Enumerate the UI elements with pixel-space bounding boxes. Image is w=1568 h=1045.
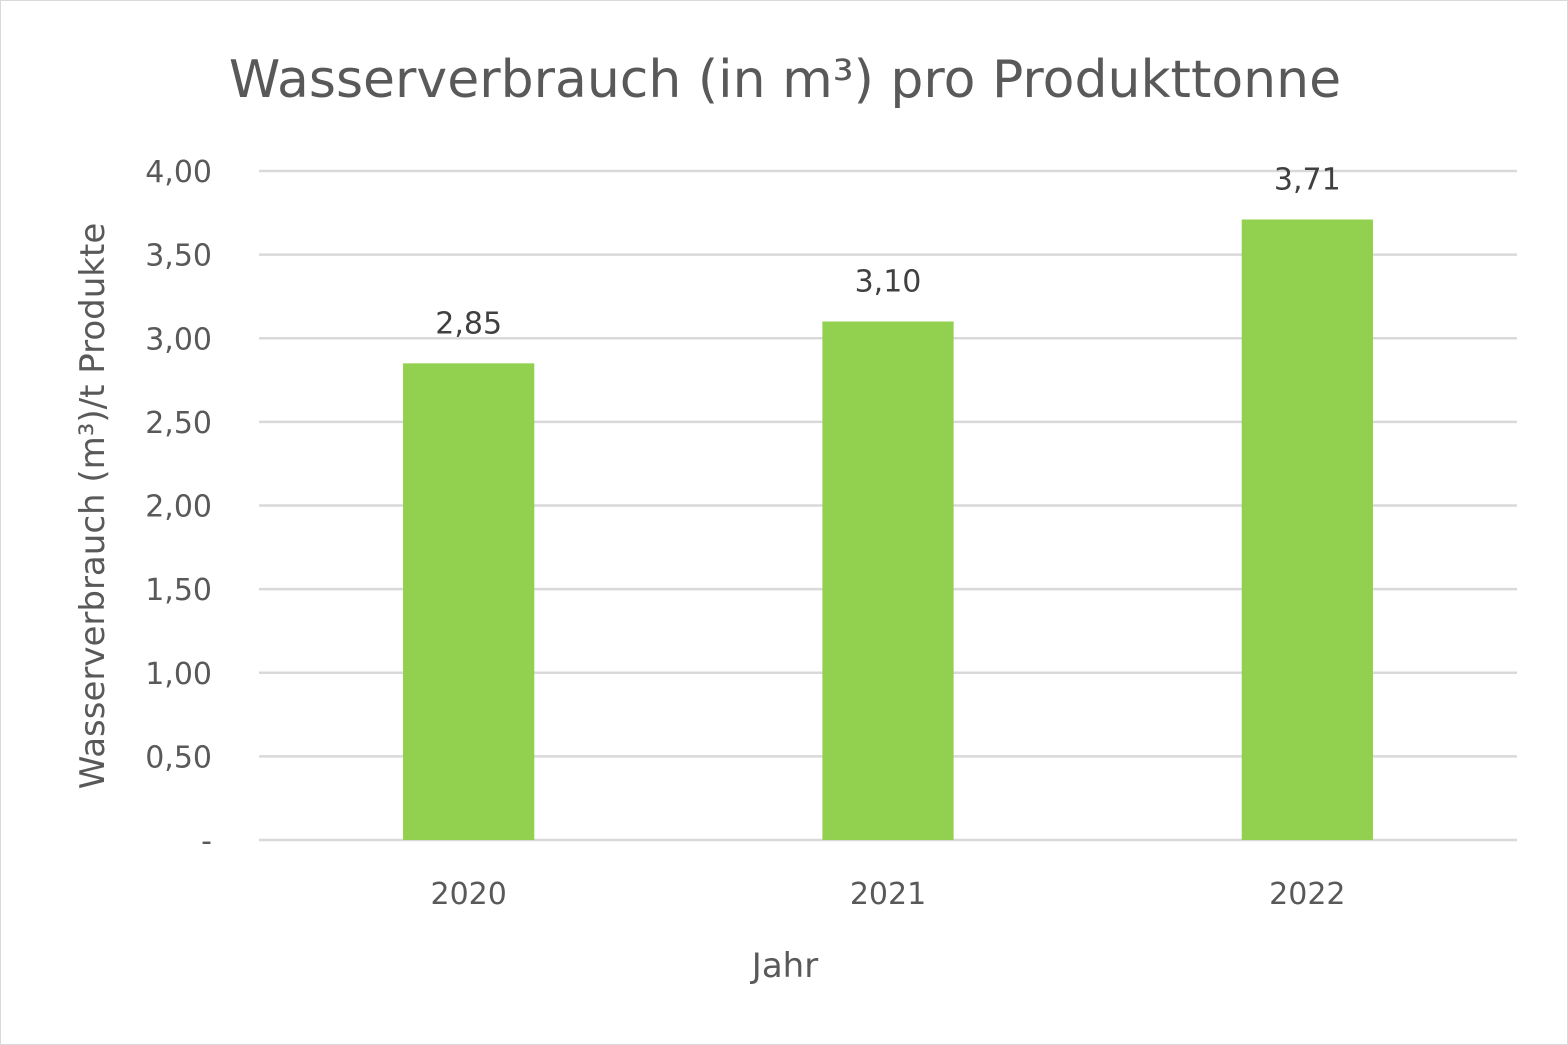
bar-2021 [822, 321, 954, 840]
x-tick-label-2020: 2020 [430, 877, 506, 912]
y-axis-ticks: - 0,50 1,00 1,50 2,00 2,50 3,00 3,50 4,00 [145, 155, 212, 859]
bar-2020 [403, 363, 535, 840]
data-labels: 2,85 3,10 3,71 [435, 163, 1340, 342]
y-tick-label: 3,00 [145, 322, 212, 357]
data-label-2021: 3,10 [855, 265, 922, 300]
y-tick-label: 2,50 [145, 406, 212, 441]
x-axis-ticks: 2020 2021 2022 [430, 877, 1345, 912]
y-tick-label: 4,00 [145, 155, 212, 190]
x-axis-title: Jahr [750, 946, 818, 986]
bars [403, 219, 1373, 840]
x-tick-label-2022: 2022 [1269, 877, 1345, 912]
bar-2022 [1241, 219, 1373, 840]
data-label-2022: 3,71 [1274, 163, 1341, 198]
data-label-2020: 2,85 [435, 306, 502, 341]
y-tick-label: 2,00 [145, 490, 212, 525]
y-axis-title: Wasserverbrauch (m³)/t Produkte [73, 223, 113, 790]
x-tick-label-2021: 2021 [850, 877, 926, 912]
y-tick-label: - [201, 824, 212, 859]
y-tick-label: 1,50 [145, 573, 212, 608]
y-tick-label: 3,50 [145, 239, 212, 274]
chart-title: Wasserverbrauch (in m³) pro Produkttonne [229, 50, 1341, 110]
y-tick-label: 0,50 [145, 740, 212, 775]
y-tick-label: 1,00 [145, 657, 212, 692]
